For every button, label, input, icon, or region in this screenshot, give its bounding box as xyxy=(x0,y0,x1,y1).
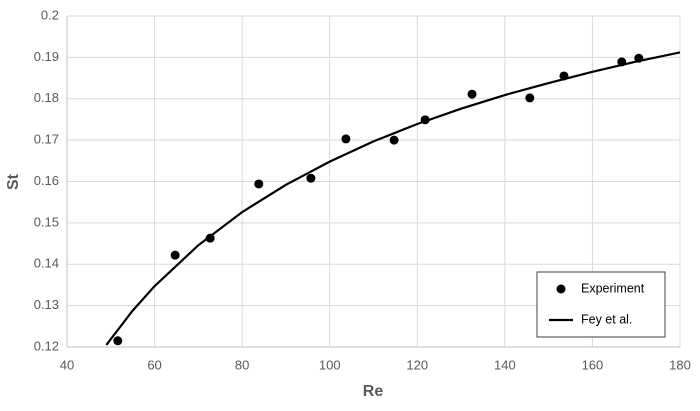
data-point xyxy=(306,173,316,183)
y-tick-label: 0.19 xyxy=(34,49,59,64)
y-tick-label: 0.12 xyxy=(34,338,59,353)
data-point xyxy=(170,250,180,260)
legend-box xyxy=(536,271,666,338)
data-point xyxy=(559,71,569,81)
y-tick-label: 0.13 xyxy=(34,297,59,312)
data-point xyxy=(341,134,351,144)
data-point xyxy=(467,89,477,99)
y-tick-label: 0.2 xyxy=(41,7,59,22)
x-tick-label: 140 xyxy=(494,357,516,372)
data-point xyxy=(389,135,399,145)
x-axis-title: Re xyxy=(363,383,384,400)
data-point xyxy=(113,336,123,346)
x-tick-label: 180 xyxy=(669,357,691,372)
y-tick-label: 0.16 xyxy=(34,173,59,188)
legend-label: Experiment xyxy=(581,281,645,295)
x-tick-label: 40 xyxy=(60,357,74,372)
legend-swatch xyxy=(556,284,566,294)
x-tick-label: 100 xyxy=(319,357,341,372)
data-line xyxy=(105,51,680,346)
y-tick-label: 0.18 xyxy=(34,90,59,105)
data-point xyxy=(420,115,430,125)
y-tick-label: 0.15 xyxy=(34,214,59,229)
x-tick-label: 120 xyxy=(406,357,428,372)
data-point xyxy=(525,93,535,103)
data-point xyxy=(205,233,215,243)
y-tick-label: 0.14 xyxy=(34,256,59,271)
legend-label: Fey et al. xyxy=(581,312,632,326)
data-point xyxy=(254,179,264,189)
data-point xyxy=(634,53,644,63)
data-point xyxy=(617,57,627,67)
y-axis-title: St xyxy=(5,173,22,190)
x-tick-label: 60 xyxy=(147,357,161,372)
x-tick-label: 80 xyxy=(235,357,249,372)
y-tick-label: 0.17 xyxy=(34,132,59,147)
x-tick-label: 160 xyxy=(582,357,604,372)
